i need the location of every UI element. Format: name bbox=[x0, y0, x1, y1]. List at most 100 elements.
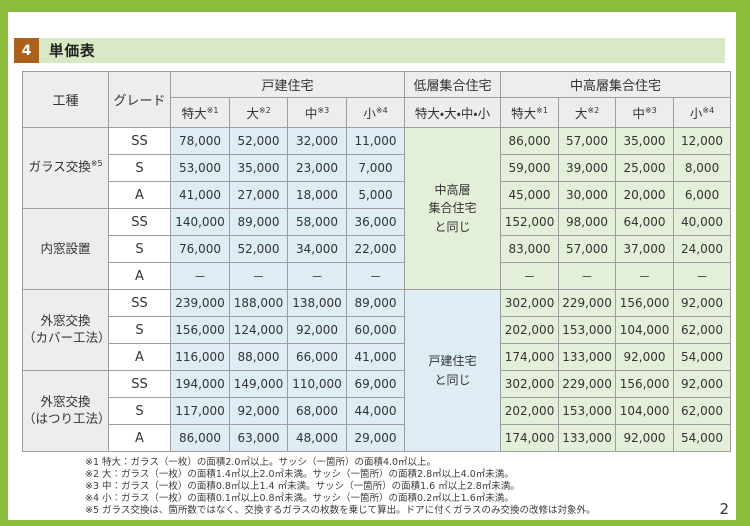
price-cell-mid-high: 24,000 bbox=[673, 235, 732, 263]
price-cell-mid-high: 152,000 bbox=[500, 208, 560, 236]
price-cell-detached: 124,000 bbox=[229, 316, 288, 344]
table-row: 外窓交換 （カバー工法） SS 239,000 188,000 138,000 89,000… bbox=[22, 289, 732, 452]
price-cell-detached: 27,000 bbox=[229, 181, 288, 209]
price-cell-detached: 239,000 bbox=[170, 289, 230, 317]
price-cell-mid-high: 174,000 bbox=[500, 343, 560, 371]
price-cell-detached: 60,000 bbox=[345, 316, 406, 344]
price-cell-mid-high: 20,000 bbox=[615, 181, 675, 209]
size-header-detached-xl: 特大※1 bbox=[170, 97, 230, 128]
price-cell-mid-high: 45,000 bbox=[500, 181, 560, 209]
price-cell-mid-high: 37,000 bbox=[615, 235, 675, 263]
price-cell-mid-high: 133,000 bbox=[558, 343, 617, 371]
table-row: A 41,000 27,000 18,000 5,000 45,000 30,000 20,0… bbox=[23, 181, 732, 209]
price-table-wrap: 工種 グレード 戸建住宅 低層集合住宅 中高層集合住宅 特大※1 大※2 中※3… bbox=[22, 71, 736, 452]
price-cell-mid-high: 62,000 bbox=[673, 316, 732, 344]
price-cell-detached: 22,000 bbox=[345, 235, 406, 263]
price-cell-mid-high: － bbox=[558, 262, 617, 290]
price-cell-mid-high: 86,000 bbox=[500, 127, 560, 155]
footnote-4: ※4 小：ガラス（一枚）の面積0.1㎡以上0.8㎡未満。サッシ（一箇所）の面積0… bbox=[85, 493, 514, 504]
price-cell-detached: 194,000 bbox=[170, 370, 230, 398]
work-type-cell: 外窓交換 （カバー工法） bbox=[22, 289, 109, 371]
price-cell-mid-high: 302,000 bbox=[500, 370, 560, 398]
price-cell-detached: 92,000 bbox=[229, 397, 288, 425]
price-cell-detached: 63,000 bbox=[229, 424, 288, 452]
table-row: S 117,000 92,000 68,000 44,000 202,000 153,000… bbox=[23, 397, 732, 425]
price-cell-detached: 88,000 bbox=[229, 343, 288, 371]
price-cell-mid-high: 202,000 bbox=[500, 316, 560, 344]
table-row: S 76,000 52,000 34,000 22,000 83,000 57,000 37,… bbox=[23, 235, 732, 263]
work-type-note: ※5 bbox=[90, 159, 103, 169]
grade-cell: SS bbox=[108, 289, 171, 317]
price-cell-mid-high: 8,000 bbox=[673, 154, 732, 182]
price-cell-mid-high: 92,000 bbox=[615, 343, 675, 371]
grade-cell: SS bbox=[108, 208, 171, 236]
price-cell-detached: － bbox=[170, 262, 230, 290]
price-cell-detached: 78,000 bbox=[170, 127, 230, 155]
price-cell-mid-high: 57,000 bbox=[558, 235, 617, 263]
price-cell-detached: 89,000 bbox=[345, 289, 406, 317]
price-cell-mid-high: － bbox=[673, 262, 732, 290]
price-cell-mid-high: 302,000 bbox=[500, 289, 560, 317]
price-cell-detached: 92,000 bbox=[287, 316, 347, 344]
page-title: 単価表 bbox=[49, 44, 96, 60]
price-cell-detached: 110,000 bbox=[287, 370, 347, 398]
price-cell-mid-high: 229,000 bbox=[558, 370, 617, 398]
price-cell-mid-high: 83,000 bbox=[500, 235, 560, 263]
grade-cell: S bbox=[108, 316, 171, 344]
price-table-body: ガラス交換※5 SS 78,000 52,000 32,000 11,000 中高層 集合住宅… bbox=[22, 127, 732, 452]
col-header-mid-high-rise: 中高層集合住宅 bbox=[500, 71, 732, 98]
price-cell-detached: 36,000 bbox=[345, 208, 406, 236]
price-cell-mid-high: 30,000 bbox=[558, 181, 617, 209]
price-cell-mid-high: 39,000 bbox=[558, 154, 617, 182]
price-cell-mid-high: 54,000 bbox=[673, 424, 732, 452]
section-title-bar: 4 単価表 bbox=[14, 38, 725, 63]
price-cell-mid-high: 12,000 bbox=[673, 127, 732, 155]
work-type-cell: ガラス交換※5 bbox=[22, 127, 109, 209]
price-cell-mid-high: 35,000 bbox=[615, 127, 675, 155]
price-cell-mid-high: 57,000 bbox=[558, 127, 617, 155]
table-row: S 53,000 35,000 23,000 7,000 59,000 39,000 25,0… bbox=[23, 154, 732, 182]
table-row: 外窓交換 （はつり工法） SS 194,000 149,000 110,000 69,000… bbox=[22, 370, 732, 452]
col-header-work-type: 工種 bbox=[22, 71, 109, 128]
price-cell-mid-high: 156,000 bbox=[615, 289, 675, 317]
price-cell-mid-high: 54,000 bbox=[673, 343, 732, 371]
price-cell-mid-high: 153,000 bbox=[558, 316, 617, 344]
price-cell-detached: 5,000 bbox=[345, 181, 406, 209]
grade-cell: A bbox=[108, 262, 171, 290]
price-cell-detached: 48,000 bbox=[287, 424, 347, 452]
grade-cell: SS bbox=[108, 127, 171, 155]
grade-cell: A bbox=[108, 343, 171, 371]
price-cell-detached: － bbox=[345, 262, 406, 290]
price-cell-detached: 7,000 bbox=[345, 154, 406, 182]
price-cell-detached: 35,000 bbox=[229, 154, 288, 182]
price-cell-detached: 52,000 bbox=[229, 127, 288, 155]
col-header-grade: グレード bbox=[108, 71, 171, 128]
size-header-mid-high-m: 中※3 bbox=[615, 97, 675, 128]
grade-cell: A bbox=[108, 424, 171, 452]
size-header-detached-l: 大※2 bbox=[229, 97, 288, 128]
footnote-2: ※2 大：ガラス（一枚）の面積1.4㎡以上2.0㎡未満。サッシ（一箇所）の面積2… bbox=[85, 469, 514, 480]
price-cell-mid-high: 92,000 bbox=[673, 289, 732, 317]
size-header-low-rise-all: 特大・大・中・小 bbox=[404, 97, 502, 128]
work-type-cell: 内窓設置 bbox=[22, 208, 109, 290]
price-cell-detached: 53,000 bbox=[170, 154, 230, 182]
table-row: 内窓設置 SS 140,000 89,000 58,000 36,000 152,000 98… bbox=[22, 208, 732, 290]
price-cell-detached: 11,000 bbox=[345, 127, 406, 155]
price-cell-detached: 188,000 bbox=[229, 289, 288, 317]
price-cell-detached: 41,000 bbox=[170, 181, 230, 209]
price-cell-detached: 41,000 bbox=[345, 343, 406, 371]
price-cell-mid-high: 64,000 bbox=[615, 208, 675, 236]
price-cell-mid-high: 6,000 bbox=[673, 181, 732, 209]
table-row: S 156,000 124,000 92,000 60,000 202,000 153,00… bbox=[23, 316, 732, 344]
price-cell-detached: 117,000 bbox=[170, 397, 230, 425]
price-cell-detached: － bbox=[287, 262, 347, 290]
price-cell-mid-high: 59,000 bbox=[500, 154, 560, 182]
size-header-mid-high-xl: 特大※1 bbox=[500, 97, 560, 128]
footnotes: ※1 特大：ガラス（一枚）の面積2.0㎡以上。サッシ（一箇所）の面積4.0㎡以上… bbox=[85, 457, 736, 517]
price-cell-detached: 58,000 bbox=[287, 208, 347, 236]
low-rise-merged-cell: 中高層 集合住宅 と同じ bbox=[404, 127, 502, 290]
price-cell-detached: 69,000 bbox=[345, 370, 406, 398]
price-cell-mid-high: 25,000 bbox=[615, 154, 675, 182]
price-cell-mid-high: 229,000 bbox=[558, 289, 617, 317]
price-cell-mid-high: 92,000 bbox=[673, 370, 732, 398]
